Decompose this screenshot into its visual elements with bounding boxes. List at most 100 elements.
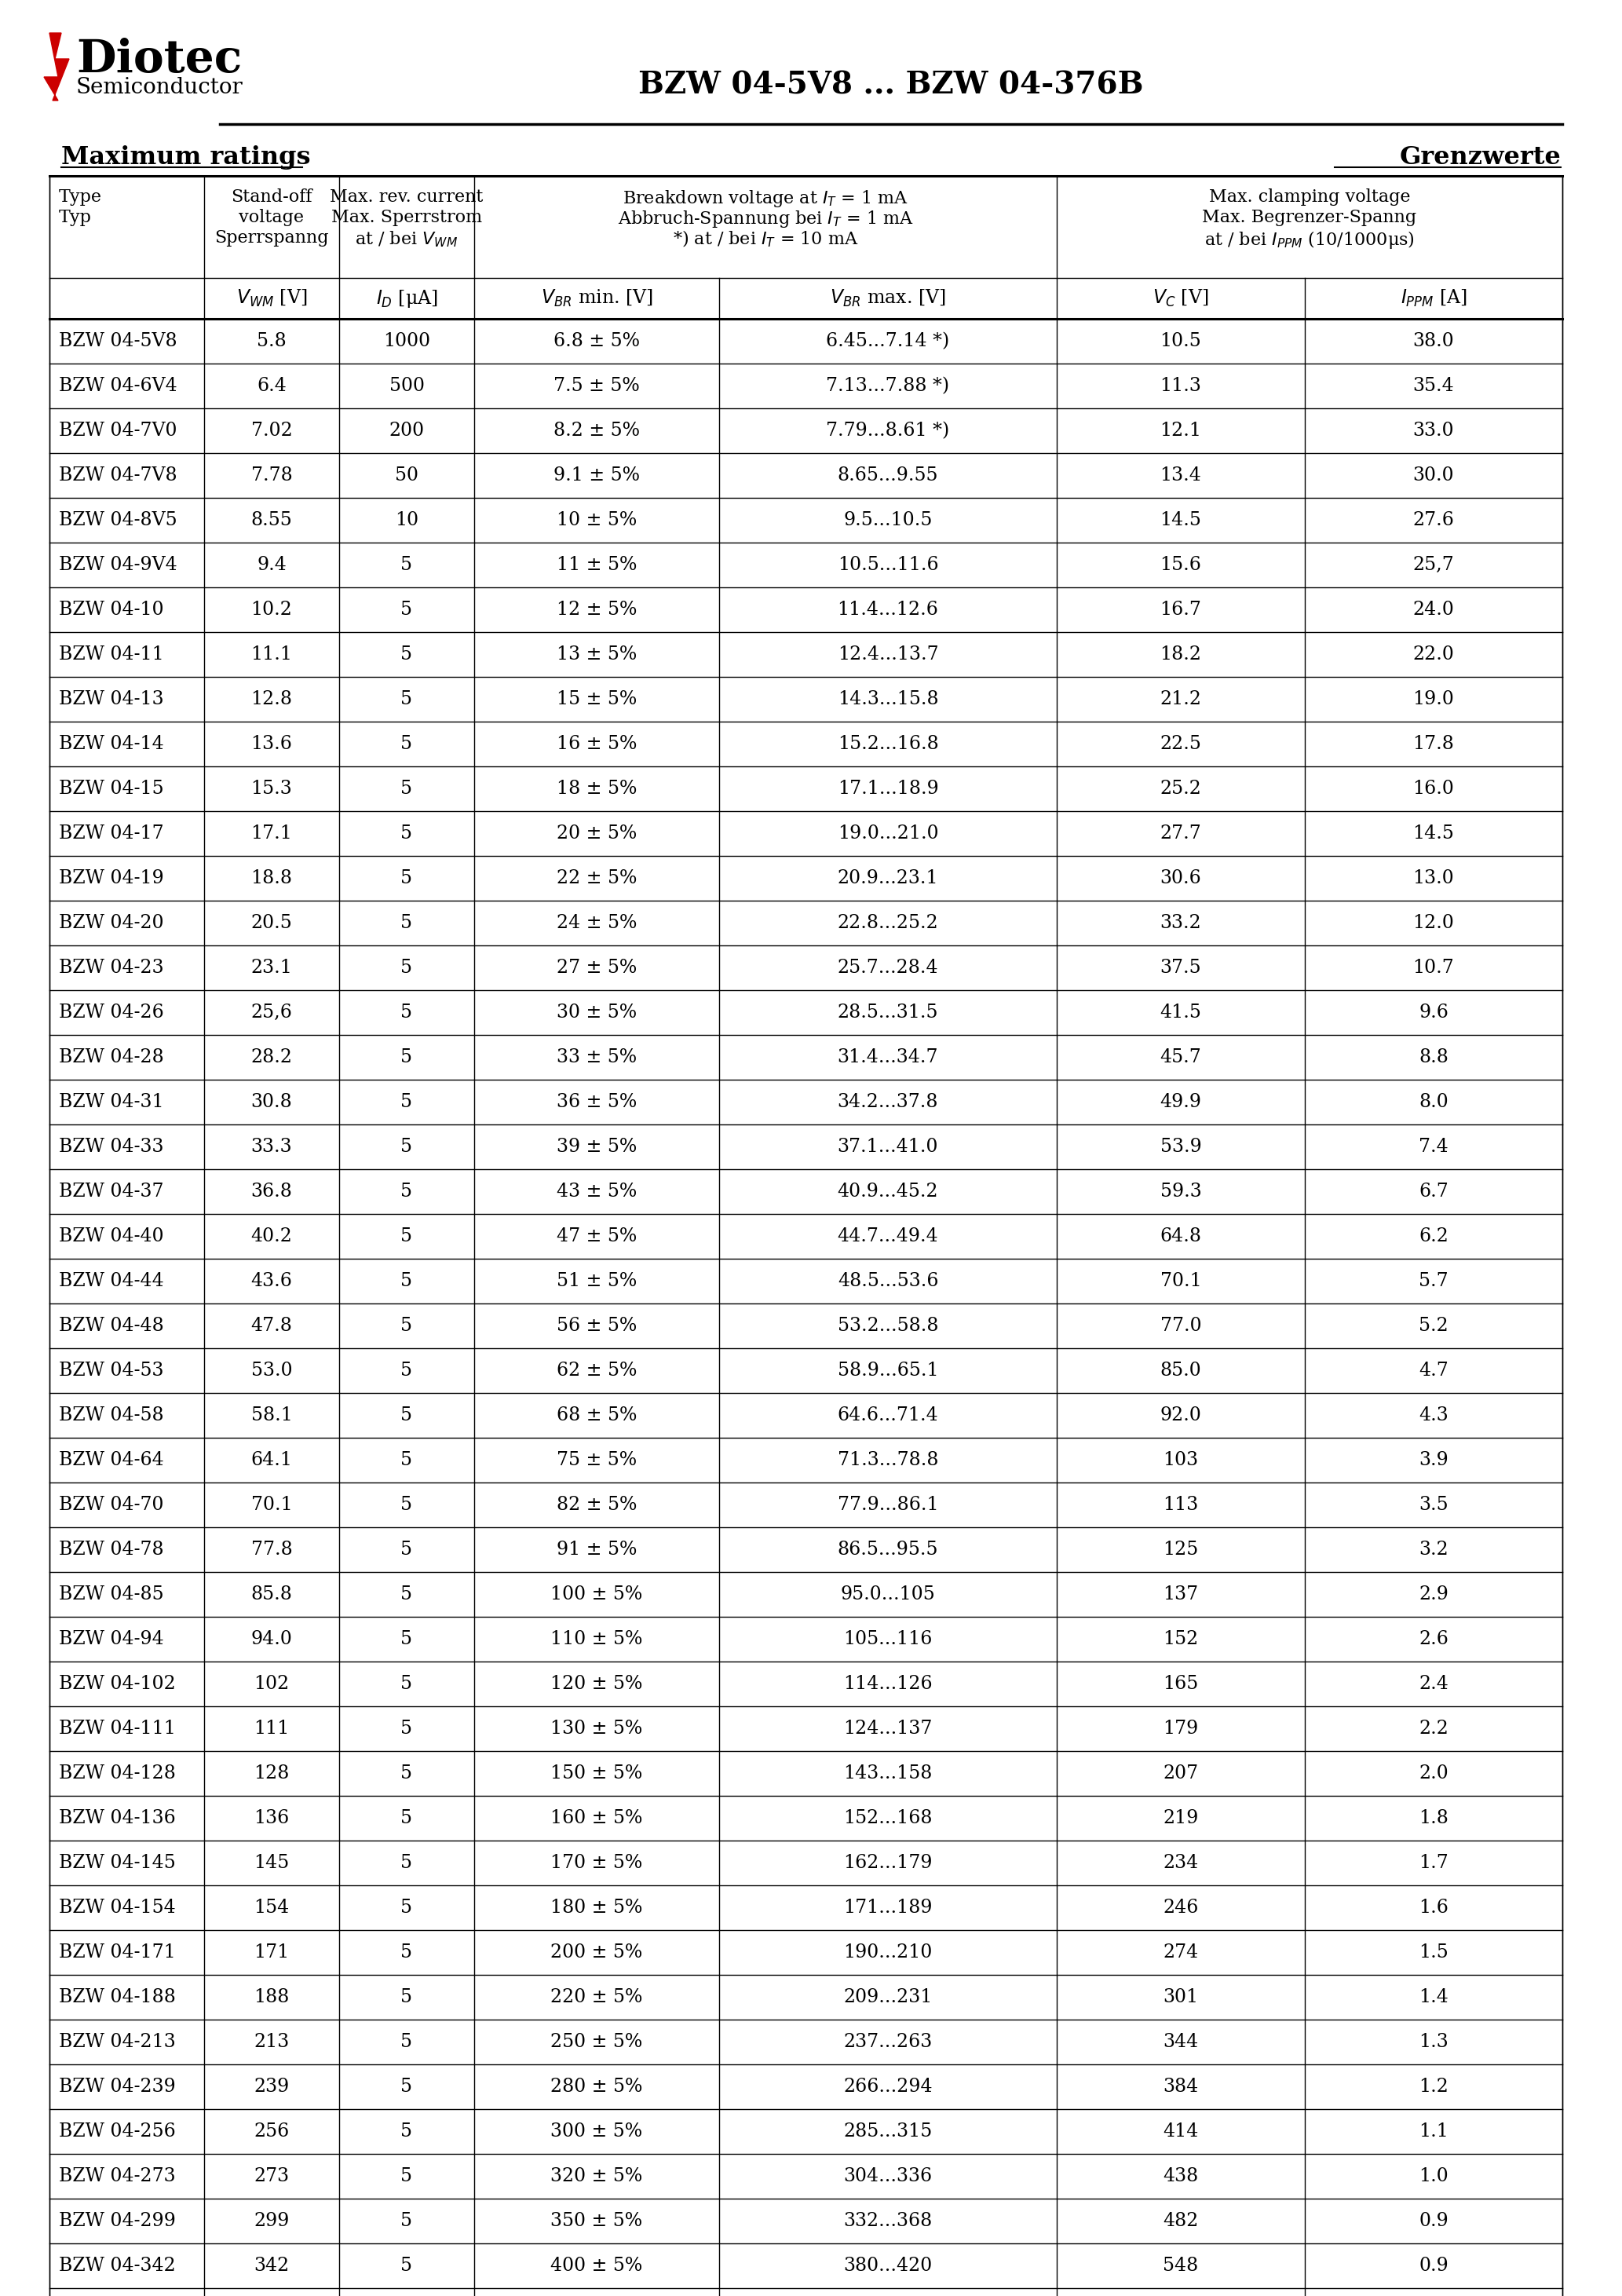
Text: 5.8: 5.8 bbox=[256, 333, 287, 351]
Text: 6.2: 6.2 bbox=[1419, 1228, 1448, 1244]
Text: 21.2: 21.2 bbox=[1160, 691, 1202, 707]
Text: Maximum ratings: Maximum ratings bbox=[62, 145, 310, 170]
Text: Typ: Typ bbox=[58, 209, 92, 225]
Text: 53.0: 53.0 bbox=[251, 1362, 292, 1380]
Text: BZW 04-111: BZW 04-111 bbox=[58, 1720, 175, 1738]
Text: 43.6: 43.6 bbox=[251, 1272, 292, 1290]
Text: 7.4: 7.4 bbox=[1419, 1139, 1448, 1155]
Text: 86.5...95.5: 86.5...95.5 bbox=[837, 1541, 939, 1559]
Text: 400 ± 5%: 400 ± 5% bbox=[550, 2257, 642, 2275]
Text: 5: 5 bbox=[401, 1049, 412, 1065]
Text: 38.0: 38.0 bbox=[1413, 333, 1455, 351]
Text: 85.8: 85.8 bbox=[251, 1584, 292, 1603]
Text: 8.2 ± 5%: 8.2 ± 5% bbox=[553, 422, 639, 441]
Text: 237...263: 237...263 bbox=[843, 2032, 933, 2050]
Text: 9.4: 9.4 bbox=[256, 556, 287, 574]
Text: 5: 5 bbox=[401, 645, 412, 664]
Text: BZW 04-7V0: BZW 04-7V0 bbox=[58, 422, 177, 441]
Text: 13.4: 13.4 bbox=[1160, 466, 1202, 484]
Text: 5: 5 bbox=[401, 1182, 412, 1201]
Text: 95.0...105: 95.0...105 bbox=[840, 1584, 936, 1603]
Text: BZW 04-145: BZW 04-145 bbox=[58, 1853, 175, 1871]
Text: 1.3: 1.3 bbox=[1419, 2032, 1448, 2050]
Text: 7.13...7.88 *): 7.13...7.88 *) bbox=[826, 377, 949, 395]
Text: 332...368: 332...368 bbox=[843, 2211, 933, 2229]
Text: 77.8: 77.8 bbox=[251, 1541, 292, 1559]
Text: 5: 5 bbox=[401, 2257, 412, 2275]
Text: 2.6: 2.6 bbox=[1419, 1630, 1448, 1649]
Text: 1.8: 1.8 bbox=[1419, 1809, 1448, 1828]
Text: BZW 04-5V8 ... BZW 04-376B: BZW 04-5V8 ... BZW 04-376B bbox=[639, 69, 1144, 99]
Text: 27 ± 5%: 27 ± 5% bbox=[556, 960, 637, 976]
Text: 5.2: 5.2 bbox=[1419, 1318, 1448, 1334]
Text: Grenzwerte: Grenzwerte bbox=[1400, 145, 1560, 170]
Text: $V_{BR}$ min. [V]: $V_{BR}$ min. [V] bbox=[540, 287, 652, 308]
Text: BZW 04-6V4: BZW 04-6V4 bbox=[58, 377, 177, 395]
Text: 5: 5 bbox=[401, 1763, 412, 1782]
Text: 1.6: 1.6 bbox=[1419, 1899, 1448, 1917]
Text: BZW 04-239: BZW 04-239 bbox=[58, 2078, 175, 2096]
Text: 8.8: 8.8 bbox=[1419, 1049, 1448, 1065]
Text: 7.02: 7.02 bbox=[251, 422, 292, 441]
Text: 17.1...18.9: 17.1...18.9 bbox=[837, 781, 939, 797]
Text: 234: 234 bbox=[1163, 1853, 1199, 1871]
Text: 125: 125 bbox=[1163, 1541, 1199, 1559]
Text: 27.7: 27.7 bbox=[1160, 824, 1202, 843]
Text: BZW 04-188: BZW 04-188 bbox=[58, 1988, 175, 2007]
Text: 10.5...11.6: 10.5...11.6 bbox=[837, 556, 939, 574]
Text: 274: 274 bbox=[1163, 1942, 1199, 1961]
Text: 2.4: 2.4 bbox=[1419, 1674, 1448, 1692]
Text: 5: 5 bbox=[401, 1228, 412, 1244]
Text: BZW 04-7V8: BZW 04-7V8 bbox=[58, 466, 177, 484]
Text: BZW 04-102: BZW 04-102 bbox=[58, 1674, 175, 1692]
Text: 273: 273 bbox=[255, 2167, 289, 2186]
Text: *) at / bei $I_T$ = 10 mA: *) at / bei $I_T$ = 10 mA bbox=[673, 230, 858, 248]
Text: 1.7: 1.7 bbox=[1419, 1853, 1448, 1871]
Text: 150 ± 5%: 150 ± 5% bbox=[550, 1763, 642, 1782]
Text: 299: 299 bbox=[253, 2211, 289, 2229]
Text: 5: 5 bbox=[401, 1584, 412, 1603]
Text: Semiconductor: Semiconductor bbox=[76, 78, 243, 99]
Text: BZW 04-11: BZW 04-11 bbox=[58, 645, 164, 664]
Text: 30.8: 30.8 bbox=[251, 1093, 292, 1111]
Text: 10: 10 bbox=[394, 512, 418, 530]
Text: 256: 256 bbox=[255, 2122, 289, 2140]
Text: 200: 200 bbox=[389, 422, 425, 441]
Text: 171...189: 171...189 bbox=[843, 1899, 933, 1917]
Text: 124...137: 124...137 bbox=[843, 1720, 933, 1738]
Text: BZW 04-299: BZW 04-299 bbox=[58, 2211, 175, 2229]
Text: BZW 04-273: BZW 04-273 bbox=[58, 2167, 175, 2186]
Text: 40.9...45.2: 40.9...45.2 bbox=[837, 1182, 939, 1201]
Text: 47.8: 47.8 bbox=[251, 1318, 292, 1334]
Text: 4.3: 4.3 bbox=[1419, 1407, 1448, 1424]
Text: 22.0: 22.0 bbox=[1413, 645, 1455, 664]
Text: BZW 04-40: BZW 04-40 bbox=[58, 1228, 164, 1244]
Text: 34.2...37.8: 34.2...37.8 bbox=[837, 1093, 939, 1111]
Text: 219: 219 bbox=[1163, 1809, 1199, 1828]
Text: 22 ± 5%: 22 ± 5% bbox=[556, 870, 637, 886]
Text: 75 ± 5%: 75 ± 5% bbox=[556, 1451, 637, 1469]
Text: 5: 5 bbox=[401, 1139, 412, 1155]
Text: 5: 5 bbox=[401, 1541, 412, 1559]
Text: Stand-off: Stand-off bbox=[230, 188, 313, 207]
Text: 0.9: 0.9 bbox=[1419, 2211, 1448, 2229]
Text: 162...179: 162...179 bbox=[843, 1853, 933, 1871]
Text: 77.9...86.1: 77.9...86.1 bbox=[837, 1497, 939, 1513]
Text: 110 ± 5%: 110 ± 5% bbox=[550, 1630, 642, 1649]
Text: 59.3: 59.3 bbox=[1160, 1182, 1202, 1201]
Text: 58.9...65.1: 58.9...65.1 bbox=[837, 1362, 939, 1380]
Text: 64.1: 64.1 bbox=[251, 1451, 292, 1469]
Text: 6.45...7.14 *): 6.45...7.14 *) bbox=[826, 333, 949, 351]
Text: 15.2...16.8: 15.2...16.8 bbox=[837, 735, 939, 753]
Text: 5: 5 bbox=[401, 2032, 412, 2050]
Text: 12 ± 5%: 12 ± 5% bbox=[556, 602, 637, 618]
Text: 6.7: 6.7 bbox=[1419, 1182, 1448, 1201]
Text: 179: 179 bbox=[1163, 1720, 1199, 1738]
Text: 25,7: 25,7 bbox=[1413, 556, 1455, 574]
Text: 33.2: 33.2 bbox=[1160, 914, 1202, 932]
Text: 300 ± 5%: 300 ± 5% bbox=[551, 2122, 642, 2140]
Text: 438: 438 bbox=[1163, 2167, 1199, 2186]
Text: 143...158: 143...158 bbox=[843, 1763, 933, 1782]
Text: 18 ± 5%: 18 ± 5% bbox=[556, 781, 637, 797]
Text: at / bei $V_{WM}$: at / bei $V_{WM}$ bbox=[355, 230, 457, 248]
